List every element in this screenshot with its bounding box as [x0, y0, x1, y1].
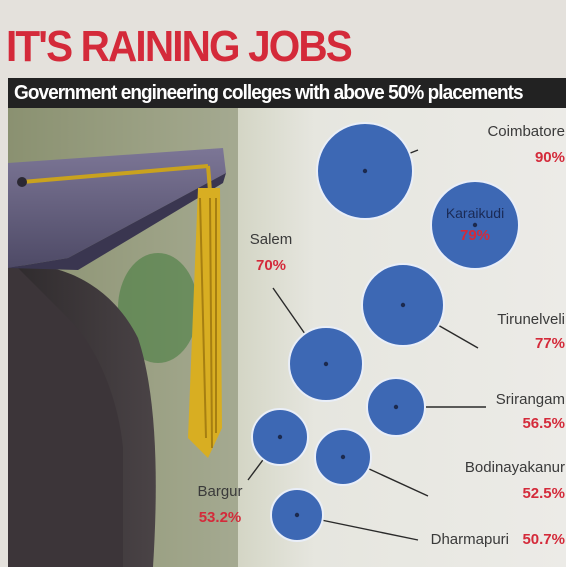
value-label-bargur: 53.2% — [199, 509, 242, 526]
label-tirunelveli: Tirunelveli — [497, 311, 565, 328]
chart-panel: Coimbatore 90% Karaikudi 79% Tirunelveli 77% S… — [8, 108, 566, 567]
label-srirangam: Srirangam — [496, 391, 565, 408]
bubble-dot-karaikudi — [472, 222, 478, 228]
value-label-karaikudi: 79% — [460, 227, 490, 244]
value-label-coimbatore: 90% — [535, 149, 565, 166]
bubble-dot-coimbatore — [362, 168, 368, 174]
label-bodinayakanur: Bodinayakanur — [465, 459, 565, 476]
chart-subtitle: Government engineering colleges with abo… — [14, 82, 524, 104]
value-label-tirunelveli: 77% — [535, 335, 565, 352]
label-coimbatore: Coimbatore — [487, 123, 565, 140]
bubble-dot-srirangam — [393, 404, 399, 410]
label-karaikudi: Karaikudi — [446, 205, 504, 221]
chart-title: IT'S RAINING JOBS — [6, 22, 353, 71]
bubble-dot-tirunelveli — [400, 302, 406, 308]
bubble-dot-dharmapuri — [294, 512, 300, 518]
bubble-dot-salem — [323, 361, 329, 367]
label-dharmapuri: Dharmapuri — [431, 531, 509, 548]
graduation-cap-photo — [8, 108, 238, 567]
value-label-srirangam: 56.5% — [522, 415, 565, 432]
value-label-dharmapuri: 50.7% — [522, 531, 565, 548]
bubble-dot-bargur — [277, 434, 283, 440]
label-bargur: Bargur — [197, 483, 242, 500]
bubble-dot-bodinayakanur — [340, 454, 346, 460]
value-label-bodinayakanur: 52.5% — [522, 485, 565, 502]
label-salem: Salem — [250, 231, 293, 248]
subtitle-bar: Government engineering colleges with abo… — [8, 78, 566, 108]
bubble-chart: Coimbatore 90% Karaikudi 79% Tirunelveli 77% S… — [197, 122, 565, 548]
value-label-salem: 70% — [256, 257, 286, 274]
